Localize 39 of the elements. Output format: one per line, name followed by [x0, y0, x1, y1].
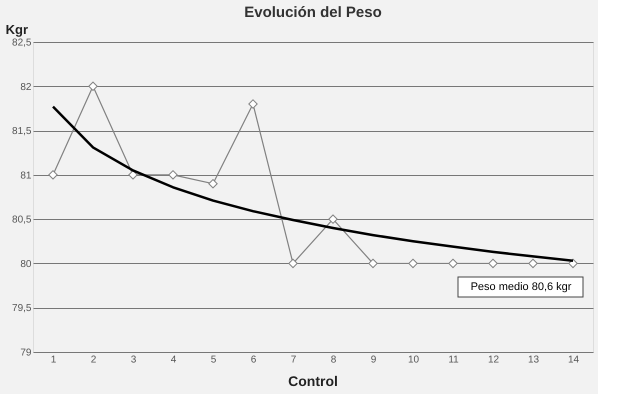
annotation: Peso medio 80,6 kgr: [470, 281, 572, 293]
y-tick-label: 81,5: [12, 126, 32, 138]
point: [88, 82, 98, 91]
point: [128, 170, 138, 180]
y-tick-label: 79: [20, 348, 32, 358]
point: [248, 99, 258, 109]
point: [328, 214, 338, 224]
x-tick-label: 2: [90, 354, 97, 366]
y-tick-label: 81: [20, 170, 32, 182]
x-tick-label: 7: [290, 354, 297, 366]
x-tick-label: 4: [170, 354, 177, 366]
point: [208, 179, 218, 188]
point: [368, 258, 378, 268]
y-tick-label: 80,5: [12, 214, 32, 226]
x-tick-label: 9: [370, 354, 377, 366]
x-tick-label: 3: [130, 354, 137, 366]
point: [488, 258, 498, 268]
chart-title: Evolución del Peso: [244, 4, 382, 21]
point: [168, 170, 178, 180]
point: [408, 258, 418, 268]
x-tick-label: 1: [50, 354, 57, 366]
point: [528, 258, 538, 268]
x-axis-title: Control: [288, 373, 338, 389]
y-tick-label: 79,5: [12, 303, 32, 314]
point: [448, 258, 458, 268]
x-tick-label: 13: [528, 354, 540, 366]
x-tick-label: 11: [448, 354, 460, 366]
x-tick-label: 14: [568, 354, 580, 366]
point: [48, 170, 58, 180]
y-tick-label: 80: [20, 258, 32, 270]
y-axis-title: Kgr: [6, 22, 28, 37]
x-tick-label: 10: [408, 354, 420, 366]
x-tick-label: 6: [250, 354, 257, 366]
x-tick-label: 12: [488, 354, 500, 366]
x-tick-label: 5: [210, 354, 217, 366]
x-tick-label: 8: [330, 354, 337, 366]
y-tick-label: 82: [20, 82, 32, 93]
point: [288, 258, 298, 268]
y-tick-label: 82,5: [12, 38, 32, 48]
